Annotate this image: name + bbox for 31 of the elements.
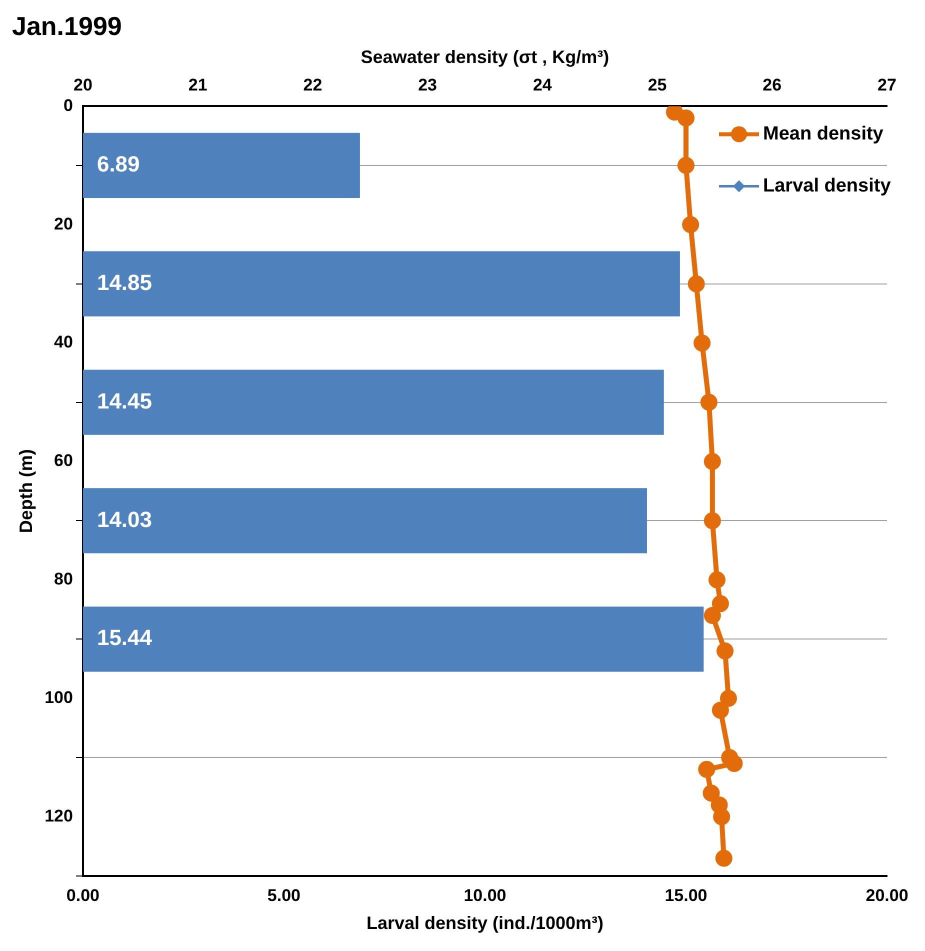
x-tick-label: 5.00 [267, 886, 301, 905]
chart-title: Jan.1999 [12, 10, 122, 41]
x-tick-label: 20.00 [866, 886, 908, 905]
y-tick-label: 80 [54, 570, 73, 589]
data-label: 6.89 [96, 151, 140, 176]
y-tick-label: 120 [44, 806, 73, 826]
x2-tick-label: 22 [303, 76, 322, 95]
x-tick-label: 0.00 [66, 886, 100, 905]
x-axis-title: Larval density (ind./1000m³) [366, 913, 604, 934]
y-tick-label: 20 [54, 214, 73, 234]
x-tick-label: 10.00 [464, 886, 506, 905]
x-tick-label: 15.00 [664, 886, 708, 905]
x2-tick-label: 21 [188, 76, 208, 95]
data-label: 14.03 [96, 506, 152, 532]
x2-axis-title: Seawater density (σt , Kg/m³) [360, 46, 610, 67]
x2-tick-label: 20 [74, 76, 92, 95]
x2-tick-label: 27 [878, 76, 896, 95]
y-tick-label: 0 [63, 96, 73, 115]
legend-label: Mean density [763, 123, 884, 144]
data-label: 14.45 [96, 388, 152, 414]
x2-tick-label: 23 [418, 76, 438, 95]
y-tick-label: 40 [54, 332, 73, 352]
y-tick-label: 100 [44, 688, 73, 708]
x2-tick-label: 24 [532, 76, 552, 95]
data-label: 15.44 [96, 625, 153, 650]
x2-tick-label: 26 [762, 76, 782, 95]
data-label: 14.85 [96, 270, 152, 295]
legend-label: Larval density [763, 175, 892, 196]
y-axis-title: Depth (m) [16, 449, 36, 534]
x2-tick-label: 25 [648, 76, 667, 95]
y-tick-label: 60 [54, 451, 73, 470]
